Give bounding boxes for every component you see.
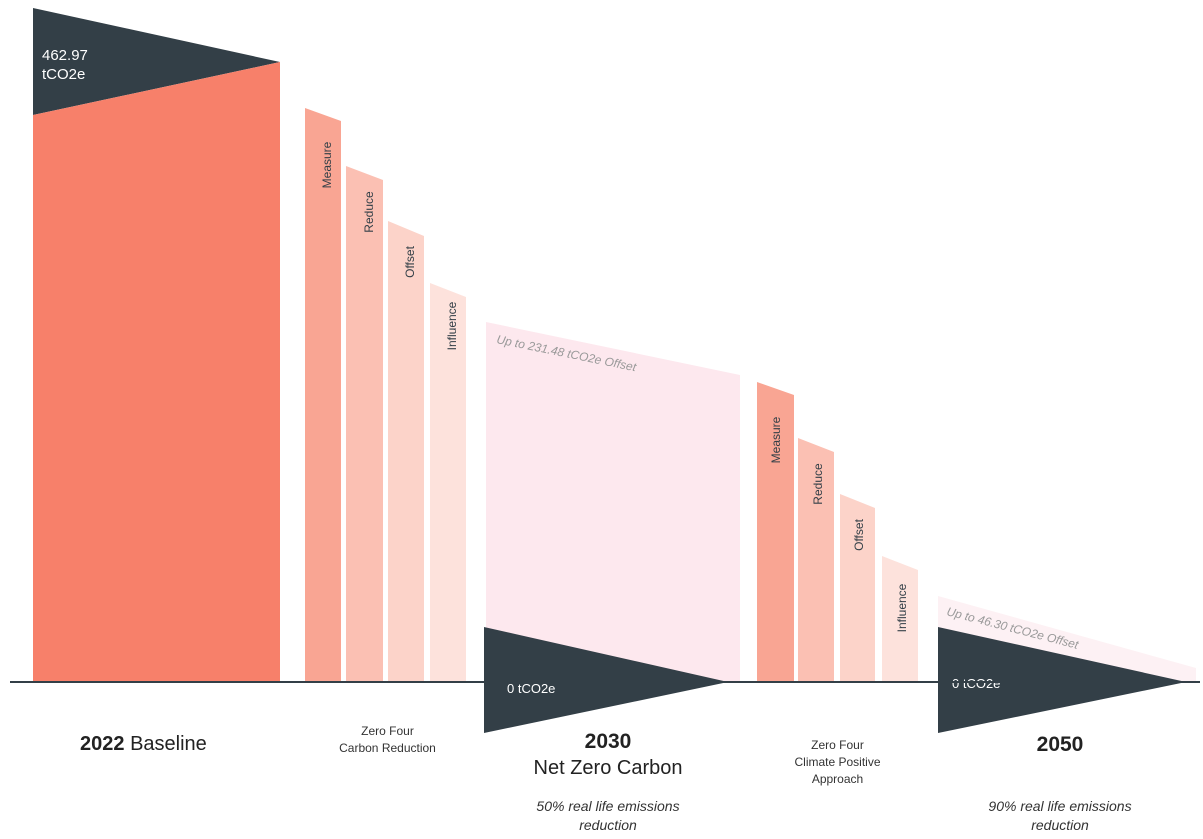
phase2-step-reduce-label: Reduce: [811, 463, 825, 505]
milestone-2050-note: 90% real life emissions reduction: [940, 797, 1180, 835]
phase2-caption-line3: Approach: [811, 772, 864, 786]
phase1-caption: Zero Four Carbon Reduction: [305, 723, 470, 757]
baseline-bar: [33, 62, 280, 682]
baseline-label: Baseline: [130, 733, 207, 755]
phase2-caption-line1: Zero Four: [811, 738, 864, 752]
phase2-steps: Measure Reduce Offset Influence: [757, 382, 918, 682]
milestone-2030-value: 0 tCO2e: [507, 681, 555, 696]
phase2-step-reduce: [798, 438, 834, 682]
phase2-step-offset: [840, 494, 875, 682]
phase1-offset-band: [486, 322, 740, 682]
phase2-step-influence-label: Influence: [895, 583, 909, 632]
baseline-value-unit: tCO2e: [42, 66, 86, 83]
phase1-step-offset: [388, 221, 424, 682]
milestone-2030-triangle: [484, 627, 728, 733]
milestone-2050-year: 2050: [1036, 733, 1084, 756]
phase1-step-influence: [430, 283, 466, 682]
phase1-steps: Measure Reduce Offset Influence: [305, 108, 466, 682]
milestone-2050-note-line2: reduction: [1031, 817, 1089, 833]
baseline-dark-cap: [33, 8, 280, 115]
milestone-2030-note-line1: 50% real life emissions: [536, 798, 680, 814]
milestone-2030-note-line2: reduction: [579, 817, 637, 833]
phase1-caption-line1: Zero Four: [361, 724, 414, 738]
baseline-value-number: 462.97: [42, 47, 88, 64]
baseline-year: 2022: [80, 733, 125, 755]
baseline-caption: 2022 Baseline: [80, 733, 207, 756]
milestone-2050-value: 0 tCO2e: [952, 676, 1000, 691]
phase1-step-offset-label: Offset: [403, 245, 417, 277]
phase2-step-offset-label: Offset: [852, 518, 866, 550]
phase2-step-influence: [882, 556, 918, 682]
phase2-step-measure-label: Measure: [769, 416, 783, 463]
milestone-2030-caption: 2030 Net Zero Carbon: [498, 729, 718, 781]
milestone-2030-title: Net Zero Carbon: [533, 757, 683, 779]
phase1-step-reduce-label: Reduce: [362, 191, 376, 233]
phase1-step-influence-label: Influence: [445, 301, 459, 350]
milestone-2030-year: 2030: [584, 730, 632, 753]
phase2-caption-line2: Climate Positive: [794, 755, 881, 769]
phase1-caption-line2: Carbon Reduction: [339, 741, 436, 755]
phase1-step-reduce: [346, 166, 383, 682]
phase1-step-measure: [305, 108, 341, 682]
phase2-step-measure: [757, 382, 794, 682]
milestone-2030-note: 50% real life emissions reduction: [488, 797, 728, 835]
phase2-caption: Zero Four Climate Positive Approach: [760, 737, 915, 788]
baseline-value: 462.97 tCO2e: [42, 46, 88, 84]
phase1-step-measure-label: Measure: [320, 141, 334, 188]
milestone-2050-note-line1: 90% real life emissions: [988, 798, 1132, 814]
milestone-2050-triangle: [938, 627, 1186, 733]
